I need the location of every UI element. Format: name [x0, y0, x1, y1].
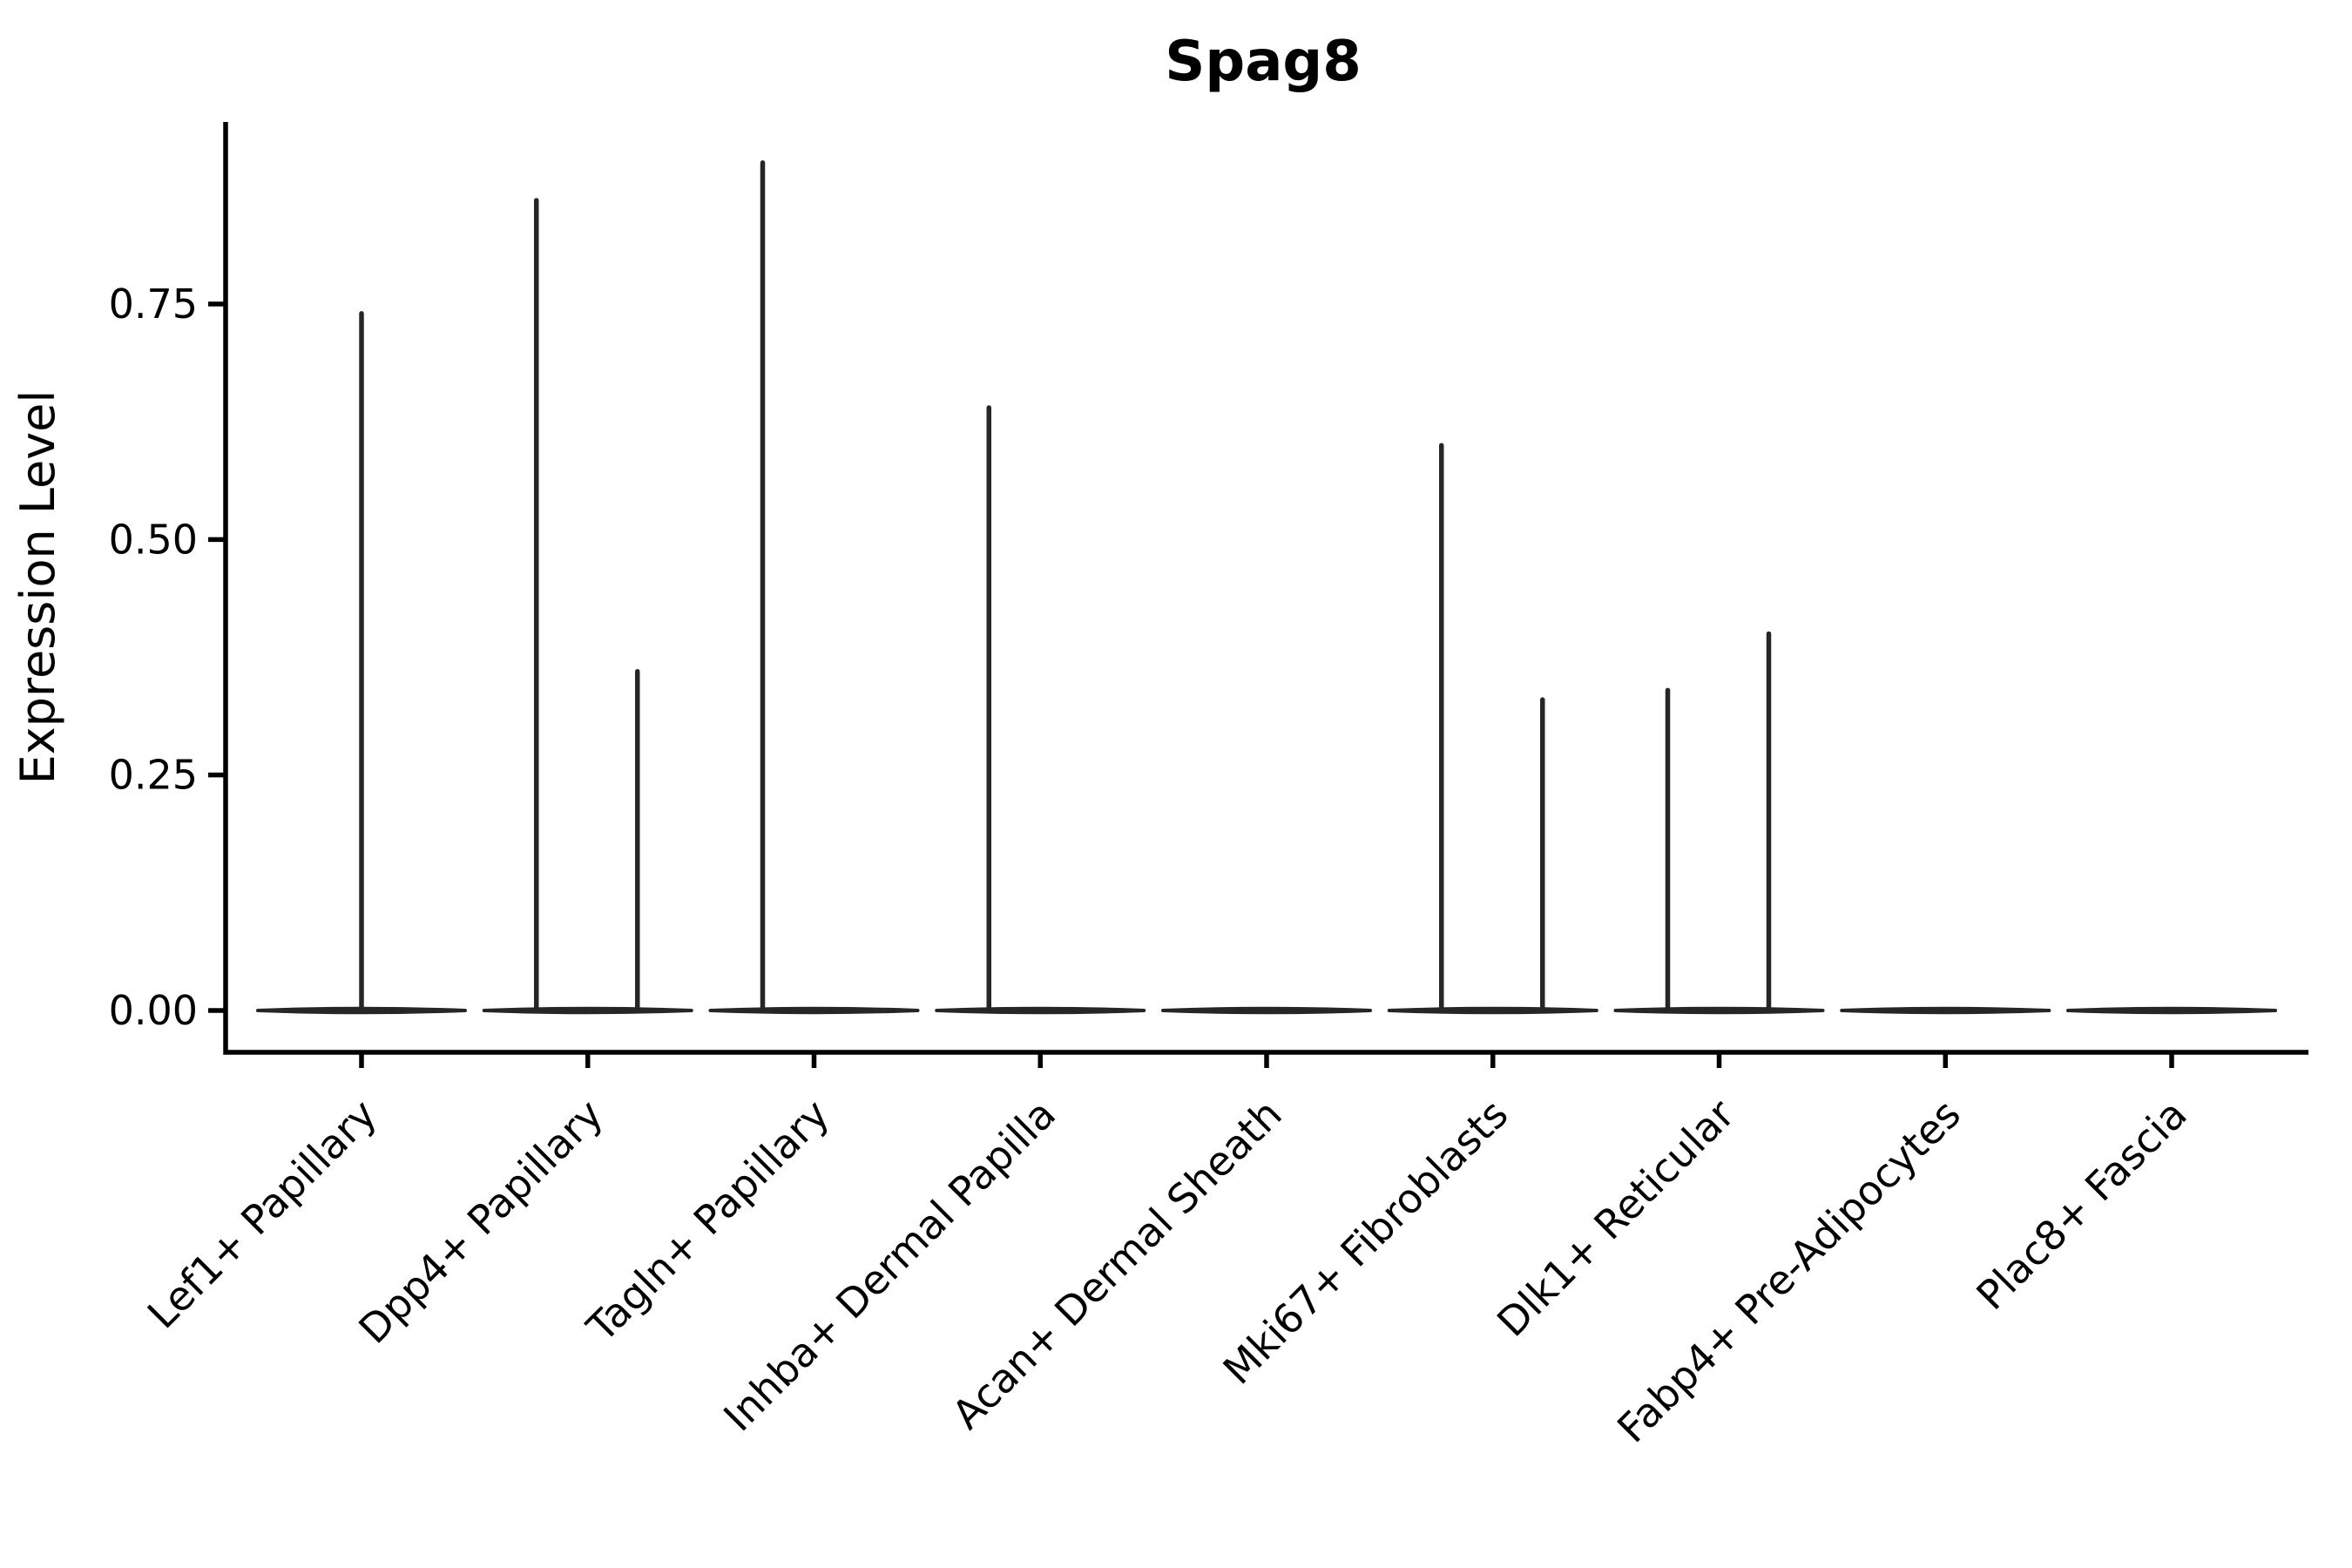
x-tick-label: Plac8+ Fascia: [1967, 1091, 2195, 1319]
x-tick-label: Lef1+ Papillary: [139, 1091, 386, 1338]
violin-base: [1613, 1006, 1825, 1015]
chart-title: Spag8: [1165, 30, 1361, 94]
y-tick-label: 0.75: [109, 280, 198, 328]
violin-base: [1840, 1006, 2051, 1015]
x-tick-label: Tagln+ Papillary: [578, 1091, 839, 1352]
x-tick-label: Dlk1+ Reticular: [1488, 1091, 1743, 1346]
violin-base: [1161, 1006, 1372, 1015]
x-tick-label: Dpp4+ Papillary: [349, 1091, 612, 1353]
axis-spines: [223, 122, 2308, 1055]
violin-base: [482, 1006, 693, 1015]
violin-base: [1387, 1006, 1598, 1015]
y-tick-label: 0.25: [109, 752, 198, 799]
violin-base: [935, 1006, 1146, 1015]
y-tick-label: 0.00: [109, 987, 198, 1034]
violin-base: [708, 1006, 920, 1015]
y-tick-label: 0.50: [109, 516, 198, 563]
violin-base: [2066, 1006, 2277, 1015]
y-axis-label: Expression Level: [10, 390, 65, 785]
